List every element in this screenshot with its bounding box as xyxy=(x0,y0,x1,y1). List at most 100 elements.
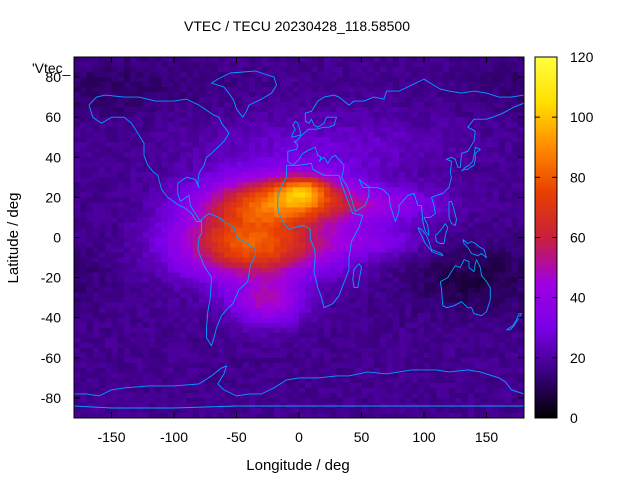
heatmap-cell xyxy=(136,157,144,163)
heatmap-cell xyxy=(274,302,281,309)
heatmap-cell xyxy=(111,332,119,339)
heatmap-cell xyxy=(349,257,356,264)
heatmap-cell xyxy=(280,232,288,239)
heatmap-cell xyxy=(349,97,356,103)
heatmap-cell xyxy=(261,352,269,359)
heatmap-cell xyxy=(211,77,219,83)
heatmap-cell xyxy=(249,267,256,274)
heatmap-cell xyxy=(180,222,188,229)
heatmap-cell xyxy=(274,282,281,289)
heatmap-cell xyxy=(411,327,419,334)
heatmap-cell xyxy=(161,57,169,63)
heatmap-cell xyxy=(367,362,375,369)
heatmap-cell xyxy=(199,367,206,374)
heatmap-cell xyxy=(467,102,475,108)
heatmap-cell xyxy=(292,92,300,98)
heatmap-cell xyxy=(399,127,406,133)
heatmap-cell xyxy=(455,372,463,379)
heatmap-cell xyxy=(274,172,281,178)
heatmap-cell xyxy=(286,392,294,399)
heatmap-cell xyxy=(430,267,438,274)
heatmap-cell xyxy=(292,62,300,68)
heatmap-cell xyxy=(374,132,381,138)
heatmap-cell xyxy=(211,302,219,309)
heatmap-cell xyxy=(192,192,200,198)
heatmap-cell xyxy=(486,157,494,163)
heatmap-cell xyxy=(74,82,81,88)
heatmap-cell xyxy=(430,237,438,244)
heatmap-cell xyxy=(517,157,524,163)
heatmap-cell xyxy=(424,342,431,349)
heatmap-cell xyxy=(80,392,88,399)
heatmap-cell xyxy=(486,257,494,264)
heatmap-cell xyxy=(336,62,344,68)
heatmap-cell xyxy=(261,252,269,259)
heatmap-cell xyxy=(92,282,100,289)
heatmap-cell xyxy=(186,57,194,63)
heatmap-cell xyxy=(211,127,219,133)
heatmap-cell xyxy=(399,147,406,153)
heatmap-cell xyxy=(217,207,225,214)
heatmap-cell xyxy=(136,207,144,214)
heatmap-cell xyxy=(74,192,81,198)
heatmap-cell xyxy=(161,217,169,224)
heatmap-cell xyxy=(74,332,81,339)
heatmap-cell xyxy=(117,207,125,214)
heatmap-cell xyxy=(261,362,269,369)
heatmap-cell xyxy=(99,237,106,244)
heatmap-cell xyxy=(280,102,288,108)
heatmap-cell xyxy=(399,362,406,369)
heatmap-cell xyxy=(330,152,338,158)
heatmap-cell xyxy=(174,152,181,158)
heatmap-cell xyxy=(186,137,194,143)
heatmap-cell xyxy=(161,272,169,279)
heatmap-cell xyxy=(242,292,250,299)
heatmap-cell xyxy=(192,317,200,324)
heatmap-cell xyxy=(517,117,524,123)
heatmap-cell xyxy=(192,357,200,364)
heatmap-cell xyxy=(174,267,181,274)
heatmap-cell xyxy=(461,222,469,229)
heatmap-cell xyxy=(199,57,206,63)
heatmap-cell xyxy=(255,247,263,254)
heatmap-cell xyxy=(324,307,331,314)
heatmap-cell xyxy=(186,292,194,299)
heatmap-cell xyxy=(117,57,125,63)
heatmap-cell xyxy=(517,122,524,128)
heatmap-cell xyxy=(299,377,306,384)
heatmap-cell xyxy=(92,327,100,334)
heatmap-cell xyxy=(511,97,519,103)
heatmap-cell xyxy=(92,357,100,364)
heatmap-cell xyxy=(155,117,163,123)
heatmap-cell xyxy=(299,367,306,374)
heatmap-cell xyxy=(299,237,306,244)
heatmap-cell xyxy=(324,272,331,279)
heatmap-cell xyxy=(511,267,519,274)
heatmap-cell xyxy=(292,392,300,399)
heatmap-cell xyxy=(299,82,306,88)
heatmap-cell xyxy=(449,67,456,73)
heatmap-cell xyxy=(455,242,463,249)
heatmap-cell xyxy=(386,142,394,148)
heatmap-cell xyxy=(436,87,444,93)
heatmap-cell xyxy=(311,352,319,359)
heatmap-cell xyxy=(486,217,494,224)
heatmap-cell xyxy=(217,182,225,188)
heatmap-cell xyxy=(99,152,106,158)
heatmap-cell xyxy=(317,142,325,148)
heatmap-cell xyxy=(124,212,131,219)
heatmap-cell xyxy=(324,267,331,274)
heatmap-cell xyxy=(167,352,175,359)
heatmap-cell xyxy=(380,387,388,394)
heatmap-cell xyxy=(224,157,231,163)
heatmap-cell xyxy=(355,122,363,128)
heatmap-cell xyxy=(267,167,275,173)
heatmap-cell xyxy=(317,187,325,193)
heatmap-cell xyxy=(199,392,206,399)
heatmap-cell xyxy=(105,177,113,183)
heatmap-cell xyxy=(417,277,425,284)
heatmap-cell xyxy=(455,232,463,239)
heatmap-cell xyxy=(417,162,425,168)
heatmap-cell xyxy=(286,337,294,344)
heatmap-cell xyxy=(217,337,225,344)
